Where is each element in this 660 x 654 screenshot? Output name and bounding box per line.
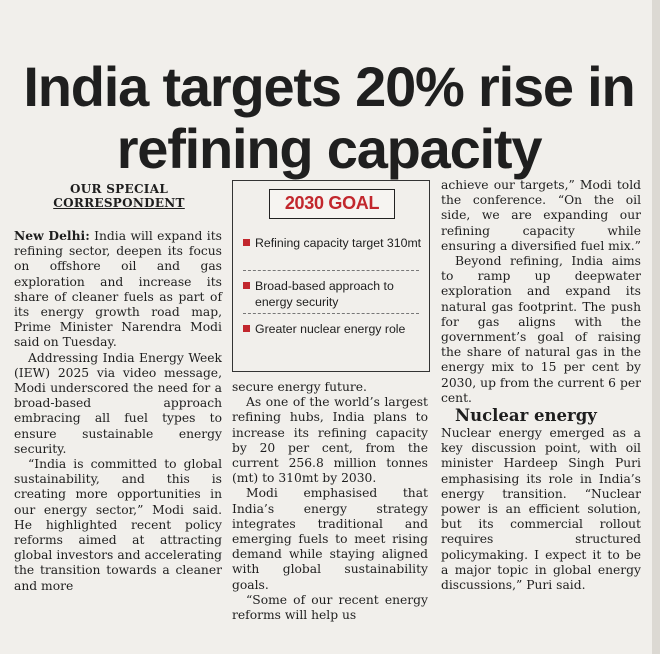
divider (243, 270, 419, 271)
square-bullet-icon (243, 282, 250, 289)
article-paragraph: Nuclear energy emerged as a key discussi… (441, 426, 641, 593)
goal-item: Greater nuclear energy role (243, 321, 423, 337)
divider (243, 313, 419, 314)
article-paragraph: “India is committed to global sustainabi… (14, 457, 222, 593)
page-edge (652, 0, 660, 654)
goal-item: Broad-based approach to energy security (243, 278, 423, 310)
article-paragraph: achieve our targets,” Modi told the conf… (441, 178, 641, 253)
goal-box: 2030 GOAL Refining capacity target 310mt… (232, 180, 430, 372)
goal-item-text: Greater nuclear energy role (255, 322, 406, 336)
goal-item: Refining capacity target 310mt (243, 235, 423, 251)
goal-item-text: Broad-based approach to energy security (255, 279, 394, 309)
section-subhead: Nuclear energy (455, 406, 597, 426)
dateline: New Delhi: (14, 228, 90, 243)
byline: OUR SPECIAL CORRESPONDENT (14, 182, 224, 210)
byline-line-1: OUR SPECIAL (69, 182, 169, 196)
byline-line-2: CORRESPONDENT (53, 196, 185, 210)
article-paragraph: Modi emphasised that India’s energy stra… (232, 486, 428, 592)
article-paragraph: New Delhi: India will expand its refinin… (14, 228, 222, 351)
headline: India targets 20% rise in refining capac… (23, 54, 635, 180)
article-paragraph: Beyond refining, India aims to ramp up d… (441, 254, 641, 405)
article-paragraph: “Some of our recent energy reforms will … (232, 592, 428, 623)
article-paragraph: secure energy future. (232, 380, 367, 394)
square-bullet-icon (243, 325, 250, 332)
article-column-2: secure energy future. As one of the worl… (232, 380, 428, 623)
goal-box-title: 2030 GOAL (269, 189, 395, 219)
square-bullet-icon (243, 239, 250, 246)
goal-item-text: Refining capacity target 310mt (255, 236, 422, 250)
article-paragraph: Addressing India Energy Week (IEW) 2025 … (14, 350, 222, 456)
article-column-3: achieve our targets,” Modi told the conf… (441, 178, 641, 593)
goal-box-title-text: 2030 GOAL (284, 193, 380, 213)
article-paragraph: As one of the world’s largest refining h… (232, 395, 428, 486)
paragraph-text: India will expand its refining sector, d… (14, 229, 222, 350)
article-column-1: New Delhi: India will expand its refinin… (14, 228, 222, 594)
